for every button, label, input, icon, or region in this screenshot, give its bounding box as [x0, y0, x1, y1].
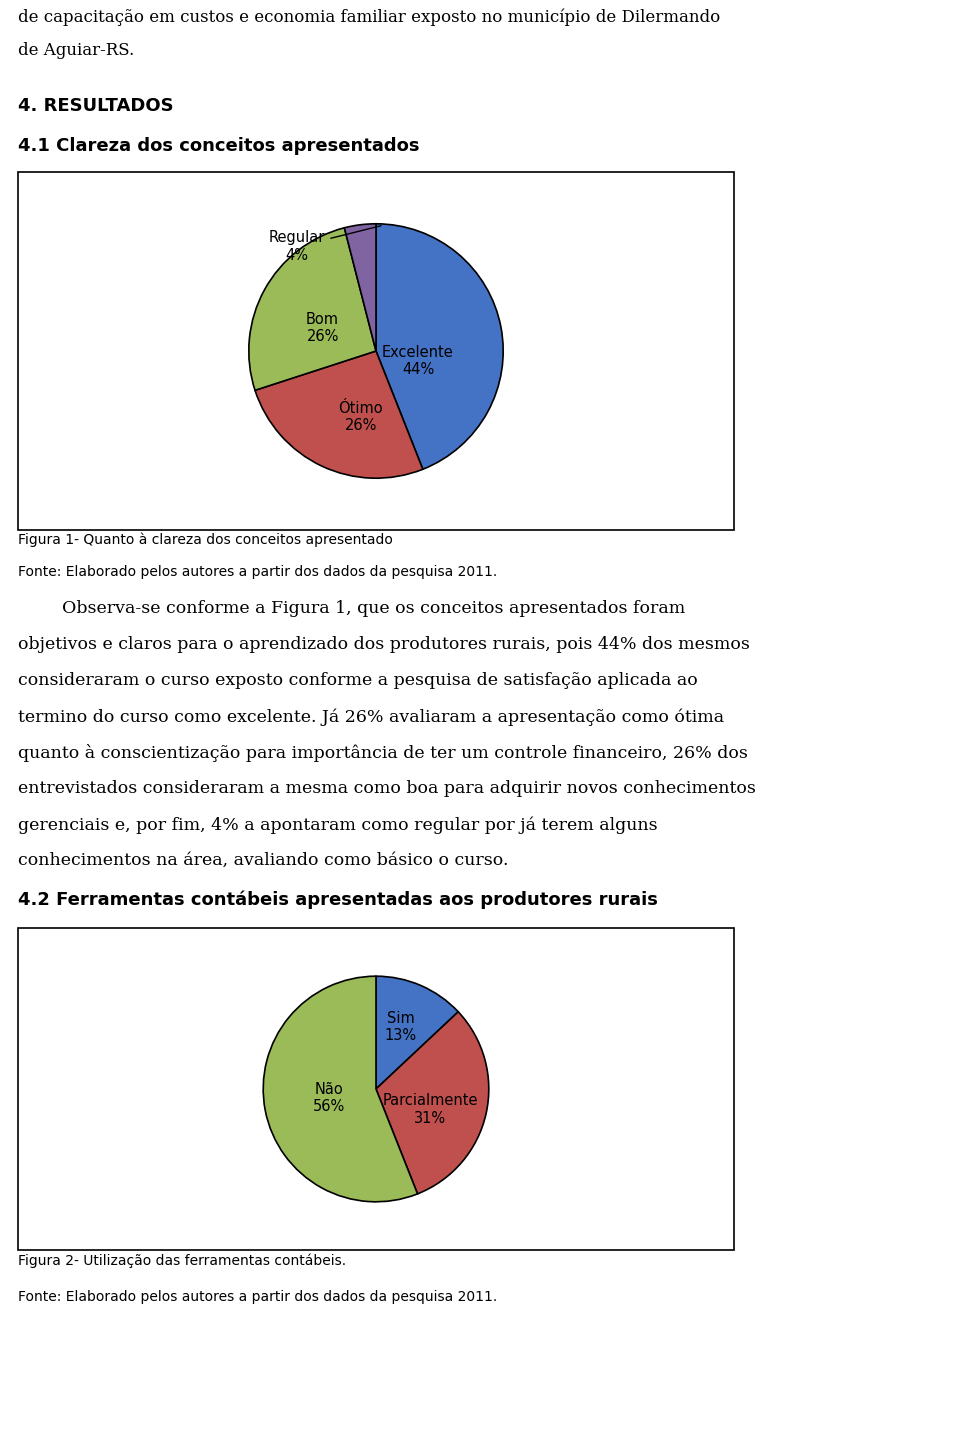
Wedge shape — [255, 350, 422, 479]
Text: gerenciais e, por fim, 4% a apontaram como regular por já terem alguns: gerenciais e, por fim, 4% a apontaram co… — [18, 816, 658, 833]
Text: Ótimo
26%: Ótimo 26% — [339, 401, 383, 434]
Wedge shape — [263, 976, 418, 1201]
Text: 4.1 Clareza dos conceitos apresentados: 4.1 Clareza dos conceitos apresentados — [18, 137, 420, 154]
Text: objetivos e claros para o aprendizado dos produtores rurais, pois 44% dos mesmos: objetivos e claros para o aprendizado do… — [18, 636, 750, 653]
Text: entrevistados consideraram a mesma como boa para adquirir novos conhecimentos: entrevistados consideraram a mesma como … — [18, 780, 756, 797]
Text: Figura 2- Utilização das ferramentas contábeis.: Figura 2- Utilização das ferramentas con… — [18, 1255, 347, 1269]
Text: de capacitação em custos e economia familiar exposto no município de Dilermando: de capacitação em custos e economia fami… — [18, 9, 720, 26]
Text: 4. RESULTADOS: 4. RESULTADOS — [18, 97, 174, 115]
Text: Regular
4%: Regular 4% — [269, 226, 381, 262]
Text: termino do curso como excelente. Já 26% avaliaram a apresentação como ótima: termino do curso como excelente. Já 26% … — [18, 708, 724, 725]
Text: Parcialmente
31%: Parcialmente 31% — [382, 1093, 478, 1126]
Text: 4.2 Ferramentas contábeis apresentadas aos produtores rurais: 4.2 Ferramentas contábeis apresentadas a… — [18, 891, 658, 910]
Text: Não
56%: Não 56% — [313, 1082, 345, 1115]
Text: Sim
13%: Sim 13% — [385, 1011, 417, 1043]
Text: conhecimentos na área, avaliando como básico o curso.: conhecimentos na área, avaliando como bá… — [18, 852, 509, 870]
Text: Bom
26%: Bom 26% — [306, 311, 339, 345]
Wedge shape — [376, 224, 503, 469]
Text: Excelente
44%: Excelente 44% — [382, 345, 454, 378]
Text: Figura 1- Quanto à clareza dos conceitos apresentado: Figura 1- Quanto à clareza dos conceitos… — [18, 532, 393, 547]
Text: Fonte: Elaborado pelos autores a partir dos dados da pesquisa 2011.: Fonte: Elaborado pelos autores a partir … — [18, 564, 497, 578]
Wedge shape — [376, 976, 458, 1089]
Wedge shape — [345, 224, 376, 350]
Wedge shape — [249, 228, 376, 391]
Text: Fonte: Elaborado pelos autores a partir dos dados da pesquisa 2011.: Fonte: Elaborado pelos autores a partir … — [18, 1291, 497, 1304]
Text: quanto à conscientização para importância de ter um controle financeiro, 26% dos: quanto à conscientização para importânci… — [18, 744, 748, 761]
Text: consideraram o curso exposto conforme a pesquisa de satisfação aplicada ao: consideraram o curso exposto conforme a … — [18, 672, 698, 689]
Text: Observa-se conforme a Figura 1, que os conceitos apresentados foram: Observa-se conforme a Figura 1, que os c… — [18, 600, 685, 617]
Text: de Aguiar-RS.: de Aguiar-RS. — [18, 42, 134, 59]
Wedge shape — [376, 1012, 489, 1194]
